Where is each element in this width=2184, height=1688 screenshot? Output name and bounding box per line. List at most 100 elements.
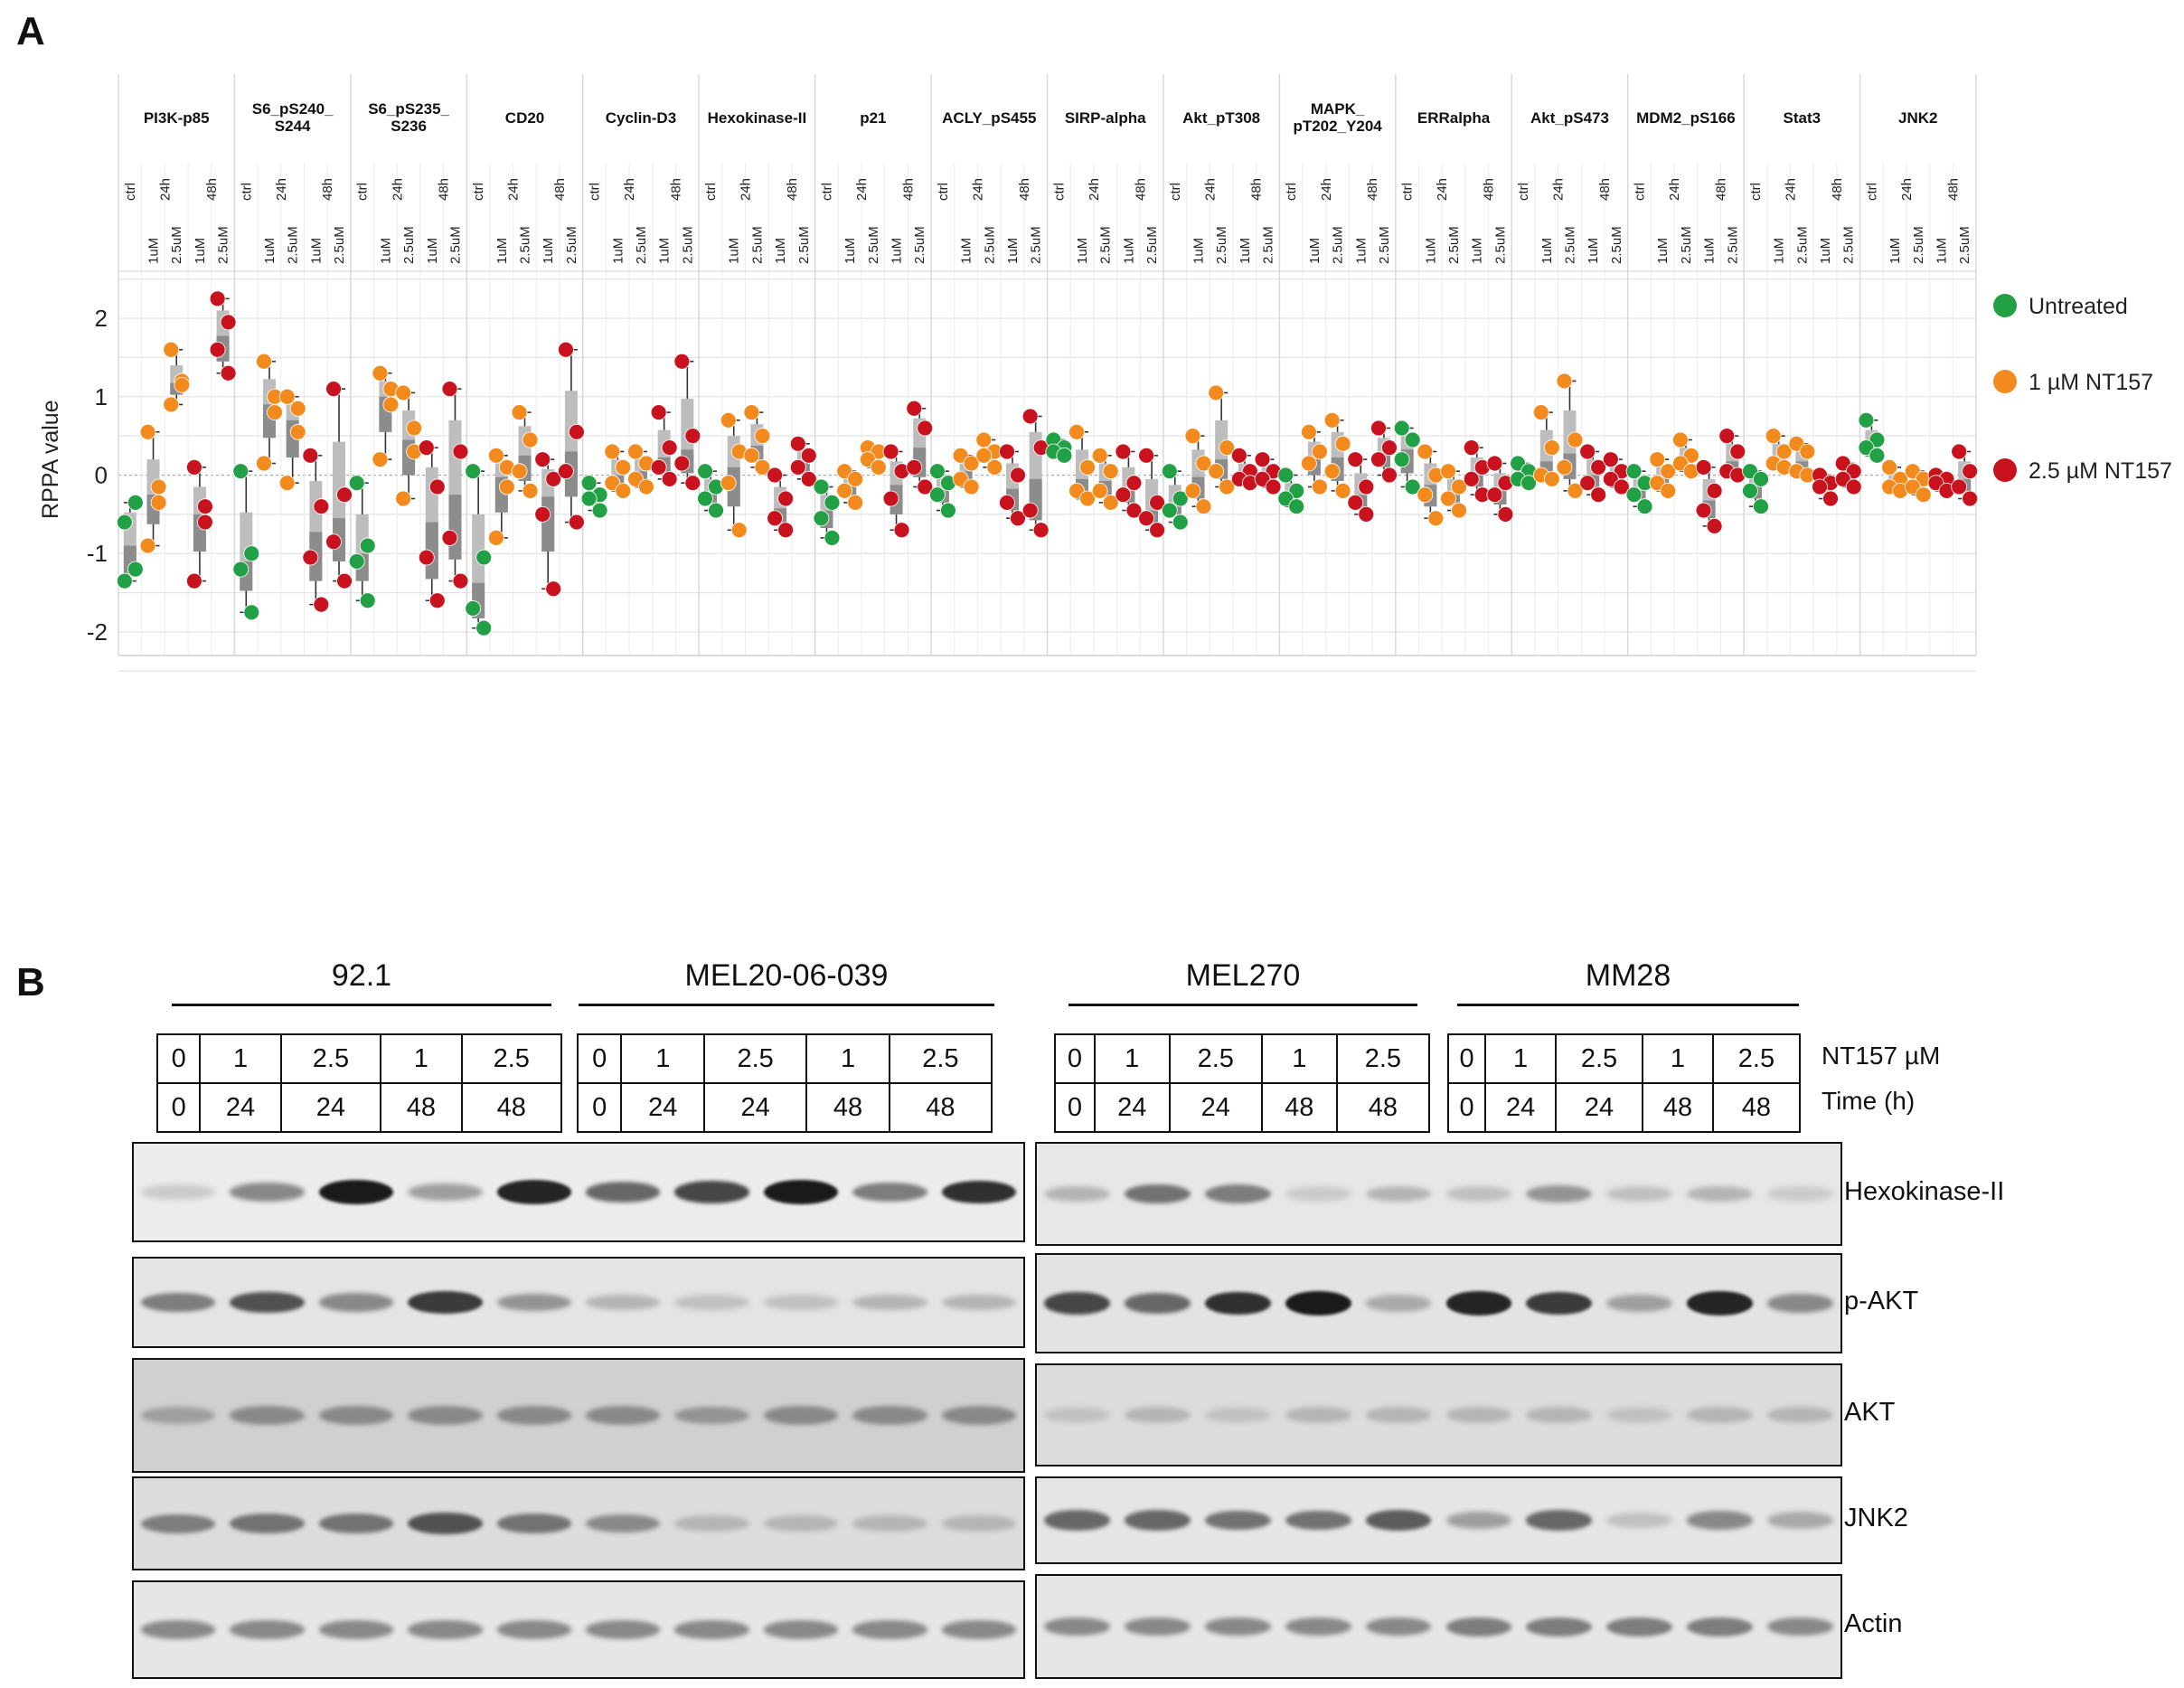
y-tick-label: -2 [87,618,108,646]
data-point [1184,482,1201,499]
condition-time-label: 48h [1713,178,1728,201]
data-point [1822,490,1839,507]
data-point [116,572,133,589]
data-point [1951,443,1968,460]
blot-strip [1035,1253,1842,1353]
protein-band [318,1514,394,1533]
condition-dose-label: 1uM [1005,238,1021,264]
data-point [511,404,528,421]
condition-cell: 48 [1711,1082,1802,1133]
data-point [267,404,283,421]
condition-time-label: 24h [1319,178,1334,201]
data-point [1718,428,1736,445]
protein-band [318,1406,394,1425]
condition-time-label: ctrl [355,183,371,201]
protein-band [1767,1186,1833,1202]
condition-dose-label: 2.5uM [634,226,649,264]
data-point [684,428,701,445]
data-point [209,341,226,358]
data-point [1254,451,1271,468]
protein-band [763,1406,839,1425]
data-point [558,463,574,480]
protein-band [1445,1186,1512,1202]
protein-band [1767,1512,1833,1529]
protein-band [852,1515,927,1532]
condition-dose-label: 2.5uM [1331,226,1346,264]
protein-band [941,1180,1016,1204]
data-point [1417,443,1434,460]
protein-band [141,1293,216,1312]
protein-band [941,1406,1016,1425]
data-point [1393,420,1410,437]
data-point [580,490,598,507]
data-point [1695,502,1712,519]
data-point [1649,475,1666,492]
protein-band [586,1514,661,1533]
data-point [1288,498,1305,515]
data-point [336,486,353,504]
protein-name: S6_pS240_ [252,100,334,118]
data-point [730,522,748,539]
data-point [186,572,202,589]
condition-time-label: 48h [1017,178,1032,201]
data-point [697,490,713,507]
data-point [847,470,864,487]
condition-cell: 48 [460,1082,563,1133]
condition-dose-label: 1uM [1586,238,1601,264]
condition-dose-label: 1uM [541,238,556,264]
data-point [824,494,841,511]
protein-band [1365,1617,1432,1636]
data-point [720,411,737,429]
protein-band [763,1620,839,1639]
condition-cell: 1 [620,1033,706,1084]
condition-dose-label: 1uM [657,238,673,264]
data-point [1672,455,1689,472]
data-point [1962,463,1979,480]
data-point [1021,502,1039,519]
data-point [1149,494,1165,511]
condition-dose-label: 1uM [1818,238,1833,264]
data-point [256,455,272,472]
condition-cell: 2.5 [460,1033,563,1084]
data-point [1312,478,1328,495]
condition-cell: 0 [155,1082,202,1133]
protein-name: MDM2_pS166 [1636,109,1736,127]
data-point [661,439,678,457]
data-point [1079,458,1096,476]
condition-dose-label: 2.5uM [912,226,927,264]
data-point [789,458,806,476]
data-point [1265,478,1282,495]
data-point [1440,463,1456,480]
blot-strip [132,1142,1025,1242]
data-point [1138,510,1154,527]
data-point [163,396,180,413]
protein-band [1526,1510,1593,1531]
protein-band [1445,1407,1512,1423]
data-point [882,490,899,507]
condition-dose-label: 2.5uM [1679,226,1694,264]
protein-band [1445,1617,1512,1636]
condition-dose-label: 1uM [262,238,278,264]
data-point [313,498,330,515]
condition-time-label: 48h [1365,178,1380,201]
protein-name: S6_pS235_ [368,100,449,118]
data-point [1079,490,1096,507]
protein-band [1204,1617,1271,1636]
data-point [1602,451,1619,468]
data-point [1404,478,1421,495]
condition-cell: 48 [1642,1082,1714,1133]
data-point [127,494,144,511]
data-point [359,592,376,609]
condition-cell: 1 [199,1033,282,1084]
condition-dose-label: 2.5uM [1446,226,1462,264]
data-point [232,463,249,480]
protein-band [141,1620,216,1639]
data-point [1172,490,1189,507]
blot-label: Hexokinase-II [1844,1176,2005,1206]
data-point [1613,478,1630,495]
data-point [1277,467,1294,484]
condition-cell: 24 [620,1082,706,1133]
data-point [289,400,306,417]
condition-time-label: 48h [1945,178,1961,201]
blot-label: p-AKT [1844,1286,1919,1316]
